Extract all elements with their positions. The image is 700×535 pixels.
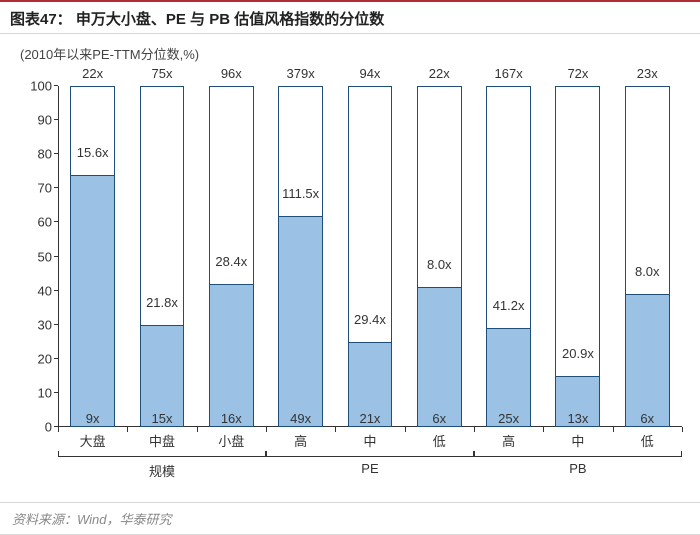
chart-subtitle: (2010年以来PE-TTM分位数,%): [0, 34, 700, 63]
bar-bottom-label: 6x: [405, 411, 474, 426]
bar-label-group: 72x20.9x13x中: [543, 86, 612, 427]
group-label: PB: [474, 461, 682, 476]
bar-label-group: 75x21.8x15x中盘: [127, 86, 196, 427]
bar-top-label: 96x: [197, 66, 266, 81]
bar-bottom-label: 6x: [613, 411, 682, 426]
group-label: PE: [266, 461, 474, 476]
bar-mid-label: 15.6x: [58, 145, 127, 160]
bar-label-group: 167x41.2x25x高: [474, 86, 543, 427]
bar-top-label: 22x: [58, 66, 127, 81]
bar-bottom-label: 15x: [127, 411, 196, 426]
bar-mid-label: 41.2x: [474, 298, 543, 313]
bar-bottom-label: 21x: [335, 411, 404, 426]
bar-bottom-label: 13x: [543, 411, 612, 426]
bar-label-group: 94x29.4x21x中: [335, 86, 404, 427]
x-tick-mark: [197, 427, 198, 432]
bar-mid-label: 20.9x: [543, 346, 612, 361]
y-tick-label: 70: [22, 181, 52, 196]
y-tick-label: 20: [22, 351, 52, 366]
bar-bottom-label: 25x: [474, 411, 543, 426]
x-category-label: 中: [543, 427, 612, 450]
x-category-label: 中盘: [127, 427, 196, 450]
x-tick-mark: [474, 427, 475, 432]
chart-title: 图表47： 申万大小盘、PE 与 PB 估值风格指数的分位数: [10, 8, 690, 29]
bar-top-label: 75x: [127, 66, 196, 81]
y-tick-label: 50: [22, 249, 52, 264]
group-bracket: [266, 451, 474, 457]
y-tick-label: 90: [22, 113, 52, 128]
x-category-label: 中: [335, 427, 404, 450]
plot-area: 010203040506070809010022x15.6x9x大盘75x21.…: [58, 86, 682, 427]
group-bracket: [474, 451, 682, 457]
source-footer: 资料来源：Wind，华泰研究: [0, 502, 700, 535]
bar-bottom-label: 49x: [266, 411, 335, 426]
x-tick-mark: [58, 427, 59, 432]
y-tick-label: 100: [22, 79, 52, 94]
group-bracket: [58, 451, 266, 457]
bar-bottom-label: 9x: [58, 411, 127, 426]
x-category-label: 高: [266, 427, 335, 450]
bar-top-label: 23x: [613, 66, 682, 81]
bar-label-group: 23x8.0x6x低: [613, 86, 682, 427]
y-tick-label: 80: [22, 147, 52, 162]
x-tick-mark: [613, 427, 614, 432]
y-tick-label: 40: [22, 283, 52, 298]
bar-label-group: 96x28.4x16x小盘: [197, 86, 266, 427]
x-category-label: 低: [405, 427, 474, 450]
bar-mid-label: 29.4x: [335, 312, 404, 327]
x-tick-mark: [266, 427, 267, 432]
chart-area: 0 10 20 30 40 50 60 70 80 90 100 22x 15.6x 9x大盘 75x 21.…: [0, 60, 700, 487]
x-category-label: 小盘: [197, 427, 266, 450]
x-category-label: 大盘: [58, 427, 127, 450]
bar-top-label: 94x: [335, 66, 404, 81]
x-tick-mark: [405, 427, 406, 432]
bar-mid-label: 8.0x: [613, 264, 682, 279]
bar-mid-label: 28.4x: [197, 254, 266, 269]
bar-label-group: 379x111.5x49x高: [266, 86, 335, 427]
y-tick-label: 30: [22, 317, 52, 332]
x-category-label: 高: [474, 427, 543, 450]
bar-bottom-label: 16x: [197, 411, 266, 426]
y-tick-label: 60: [22, 215, 52, 230]
bar-mid-label: 111.5x: [266, 186, 335, 201]
y-tick-label: 10: [22, 385, 52, 400]
bar-mid-label: 21.8x: [127, 295, 196, 310]
x-tick-mark: [543, 427, 544, 432]
bar-label-group: 22x15.6x9x大盘: [58, 86, 127, 427]
bar-mid-label: 8.0x: [405, 257, 474, 272]
bar-label-group: 22x8.0x6x低: [405, 86, 474, 427]
x-tick-mark: [682, 427, 683, 432]
bar-top-label: 379x: [266, 66, 335, 81]
x-tick-mark: [335, 427, 336, 432]
bar-top-label: 72x: [543, 66, 612, 81]
bar-top-label: 167x: [474, 66, 543, 81]
bar-top-label: 22x: [405, 66, 474, 81]
group-label: 规模: [58, 461, 266, 480]
title-bar: 图表47： 申万大小盘、PE 与 PB 估值风格指数的分位数: [0, 0, 700, 34]
y-tick-label: 0: [22, 420, 52, 435]
x-tick-mark: [127, 427, 128, 432]
x-category-label: 低: [613, 427, 682, 450]
